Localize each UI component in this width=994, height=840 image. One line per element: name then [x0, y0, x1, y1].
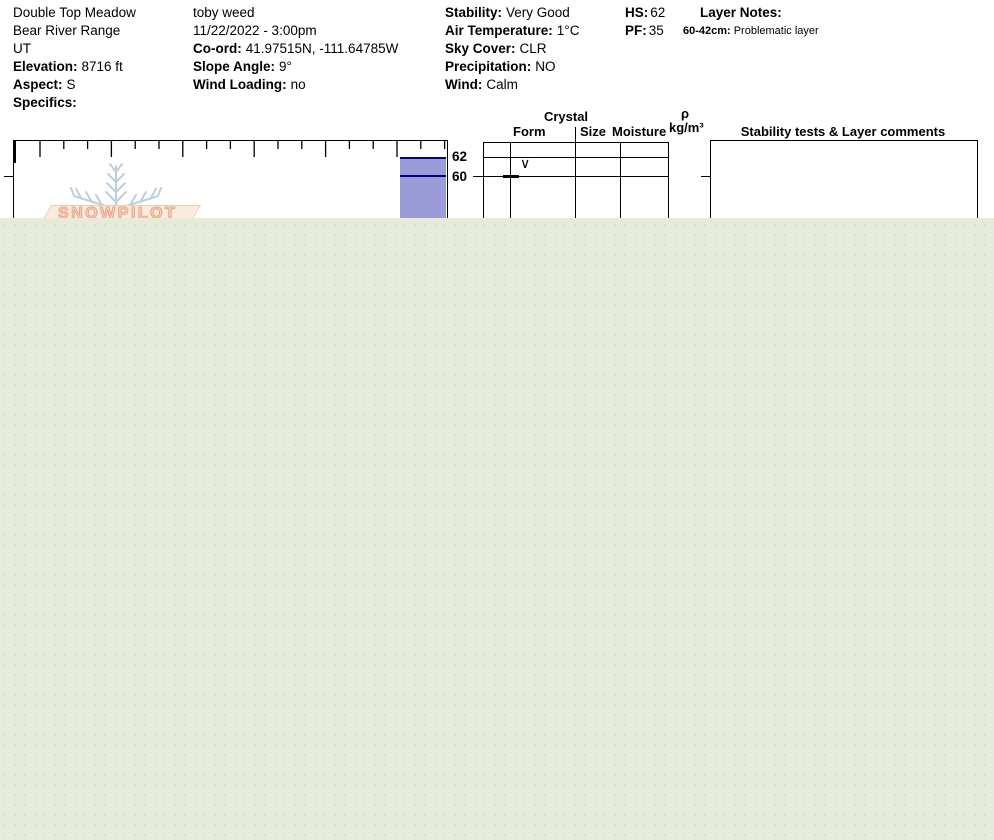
app-canvas-background — [0, 218, 994, 840]
observer-name: toby weed — [193, 5, 255, 20]
site-name: Double Top Meadow — [13, 5, 136, 20]
density-symbol-header: ρ — [681, 106, 690, 121]
site-range: Bear River Range — [13, 23, 121, 38]
layer-boundary-line-60 — [400, 175, 446, 177]
site-specifics: Specifics: — [13, 95, 77, 110]
site-state: UT — [13, 41, 31, 56]
air-temperature: Air Temperature: 1°C — [445, 23, 580, 38]
measurements-info: HS: 62 PF: 35 — [625, 4, 665, 40]
site-info: Double Top Meadow Bear River Range UT El… — [13, 4, 136, 112]
grain-form-symbol: ∨ — [520, 156, 531, 172]
form-header: Form — [513, 124, 546, 139]
depth-label-60: 60 — [452, 169, 468, 184]
grid-vline — [668, 142, 669, 218]
grid-vline-form-size — [575, 127, 576, 218]
snowpit-report-document: Double Top Meadow Bear River Range UT El… — [0, 0, 994, 218]
wind-loading: Wind Loading: no — [193, 77, 306, 92]
grid-vline — [483, 142, 484, 218]
depth-tick-left-60 — [4, 176, 13, 177]
pit-floor: PF: 35 — [625, 23, 664, 38]
stability-comments-box — [710, 140, 978, 218]
depth-marker-60 — [503, 175, 519, 178]
site-elevation: Elevation: 8716 ft — [13, 59, 123, 74]
sky-cover: Sky Cover: CLR — [445, 41, 547, 56]
depth-tick-grid-60 — [473, 176, 483, 177]
layer-note-item: 60-42cm: Problematic layer — [683, 25, 819, 37]
height-of-snow: HS: 62 — [625, 5, 666, 20]
temp-axis-ticks — [14, 141, 446, 163]
grid-vline — [620, 142, 621, 218]
density-units-header: kg/m³ — [669, 120, 704, 135]
size-header: Size — [580, 124, 607, 139]
hardness-profile-chart — [13, 140, 448, 218]
grid-vline — [510, 142, 511, 218]
observation-datetime: 11/22/2022 - 3:00pm — [193, 23, 317, 38]
conditions-info: Stability: Very Good Air Temperature: 1°C … — [445, 4, 579, 94]
precipitation: Precipitation: NO — [445, 59, 556, 74]
observer-info: toby weed 11/22/2022 - 3:00pm Co-ord: 41.… — [193, 4, 398, 94]
crystal-header: Crystal — [543, 109, 589, 124]
stability-comments-header: Stability tests & Layer comments — [740, 124, 946, 139]
layer-notes-title: Layer Notes: — [700, 5, 782, 20]
slope-angle: Slope Angle: 9° — [193, 59, 292, 74]
coordinates: Co-ord: 41.97515N, -111.64785W — [193, 41, 399, 56]
snowflake-icon — [70, 163, 162, 208]
layer-notes: Layer Notes: 60-42cm: Problematic layer — [683, 4, 819, 40]
wind: Wind: Calm — [445, 77, 518, 92]
depth-label-62: 62 — [452, 149, 468, 164]
snow-layer-bar — [400, 157, 446, 218]
depth-tick-comments-60 — [701, 176, 710, 177]
moisture-header: Moisture — [612, 124, 667, 139]
site-aspect: Aspect: S — [13, 77, 76, 92]
snowpilot-watermark: SNOWPILOT — [57, 204, 178, 218]
stability: Stability: Very Good — [445, 5, 570, 20]
